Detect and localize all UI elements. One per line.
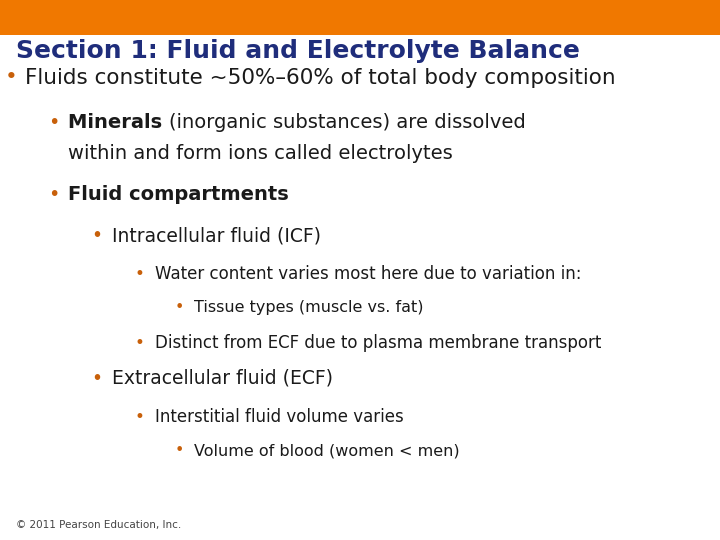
Text: Tissue types (muscle vs. fat): Tissue types (muscle vs. fat): [194, 300, 424, 315]
Text: Volume of blood (women < men): Volume of blood (women < men): [194, 443, 460, 458]
Text: •: •: [135, 408, 145, 427]
Text: (inorganic substances) are dissolved: (inorganic substances) are dissolved: [169, 113, 526, 132]
Text: within and form ions called electrolytes: within and form ions called electrolytes: [68, 144, 453, 164]
Text: •: •: [91, 226, 102, 245]
Text: Fluid compartments: Fluid compartments: [68, 185, 289, 204]
Text: •: •: [48, 113, 60, 132]
Text: •: •: [5, 68, 18, 87]
Text: •: •: [135, 266, 145, 284]
Text: •: •: [174, 300, 184, 315]
Text: © 2011 Pearson Education, Inc.: © 2011 Pearson Education, Inc.: [16, 520, 181, 530]
Text: Intracellular fluid (ICF): Intracellular fluid (ICF): [112, 226, 320, 245]
Text: Extracellular fluid (ECF): Extracellular fluid (ECF): [112, 369, 333, 388]
Text: Fluids constitute ~50%–60% of total body composition: Fluids constitute ~50%–60% of total body…: [25, 68, 616, 87]
Text: •: •: [174, 443, 184, 458]
Text: Minerals: Minerals: [68, 113, 169, 132]
Text: Section 1: Fluid and Electrolyte Balance: Section 1: Fluid and Electrolyte Balance: [16, 39, 580, 63]
Text: •: •: [135, 334, 145, 352]
Bar: [0, 0, 720, 35]
Text: •: •: [48, 185, 60, 204]
Text: •: •: [91, 369, 102, 388]
Text: Water content varies most here due to variation in:: Water content varies most here due to va…: [155, 266, 581, 284]
Text: Interstitial fluid volume varies: Interstitial fluid volume varies: [155, 408, 403, 427]
Text: Distinct from ECF due to plasma membrane transport: Distinct from ECF due to plasma membrane…: [155, 334, 601, 352]
